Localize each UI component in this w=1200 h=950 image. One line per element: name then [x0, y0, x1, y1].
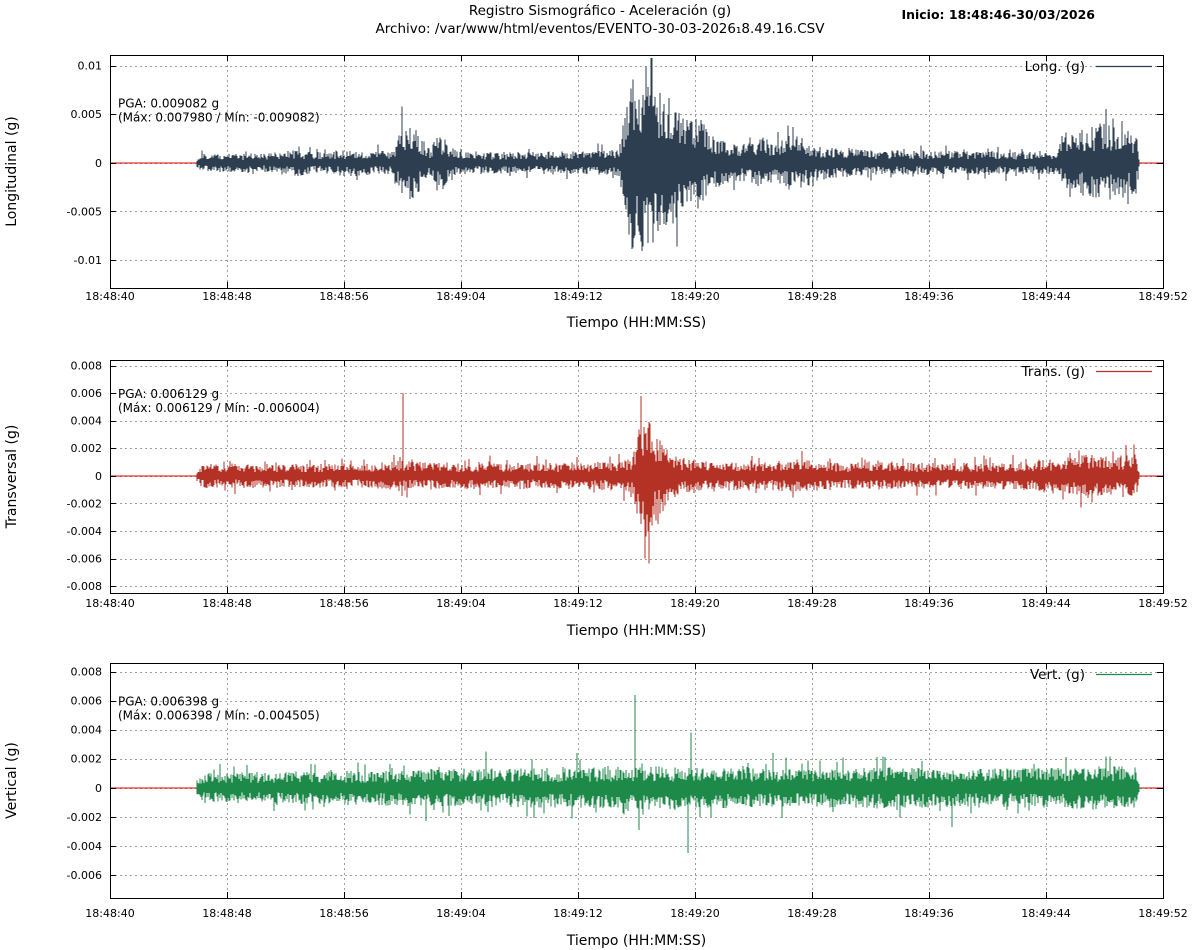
- x-tick-label: 18:49:20: [670, 290, 719, 303]
- waveform-trace: [196, 58, 1140, 249]
- legend-label: Long. (g): [1025, 59, 1085, 75]
- x-tick-label: 18:49:12: [553, 597, 602, 610]
- y-tick-label: 0.004: [71, 724, 103, 737]
- y-tick-label: -0.002: [67, 811, 102, 824]
- pga-annotation-line2: (Máx: 0.006129 / Mín: -0.006004): [118, 401, 320, 415]
- tick-marks: [110, 360, 1164, 593]
- x-tick-label: 18:48:48: [202, 290, 251, 303]
- y-tick-label: 0.008: [71, 666, 103, 679]
- legend-label: Trans. (g): [1021, 364, 1085, 380]
- y-tick-label: 0.008: [71, 360, 103, 373]
- x-tick-label: 18:49:04: [436, 290, 485, 303]
- waveform-spikes: [402, 393, 1082, 559]
- chart-header: Registro Sismográfico - Aceleración (g) …: [0, 0, 1200, 47]
- x-tick-label: 18:49:44: [1021, 907, 1070, 920]
- x-tick-label: 18:49:20: [670, 907, 719, 920]
- x-tick-label: 18:49:04: [436, 907, 485, 920]
- x-tick-label: 18:49:12: [553, 907, 602, 920]
- x-tick-label: 18:49:52: [1138, 597, 1187, 610]
- tick-marks: [110, 663, 1164, 898]
- y-axis-title: Transversal (g): [4, 425, 20, 530]
- x-tick-label: 18:49:52: [1138, 907, 1187, 920]
- y-tick-label: 0: [95, 470, 102, 483]
- y-tick-label: 0.002: [71, 753, 103, 766]
- x-axis-title: Tiempo (HH:MM:SS): [566, 623, 707, 639]
- x-tick-label: 18:49:44: [1021, 290, 1070, 303]
- y-tick-label: -0.01: [74, 254, 102, 267]
- y-tick-label: 0.005: [71, 108, 103, 121]
- x-tick-label: 18:49:12: [553, 290, 602, 303]
- y-tick-label: 0.004: [71, 415, 103, 428]
- waveform-trace: [196, 421, 1140, 564]
- plot-border: [110, 663, 1164, 899]
- x-tick-label: 18:48:48: [202, 907, 251, 920]
- x-tick-label: 18:48:48: [202, 597, 251, 610]
- tick-marks: [110, 55, 1164, 288]
- plot-vertical: 0.008 0.006 0.004 0.002 0 -0.002 -0.004 -0.006 1…: [4, 663, 1188, 949]
- pga-annotation-line1: PGA: 0.006398 g: [118, 695, 219, 709]
- y-tick-label: 0: [95, 782, 102, 795]
- waveform-trace: [196, 756, 1140, 819]
- y-tick-label: 0.006: [71, 387, 103, 400]
- y-tick-label: 0.002: [71, 442, 103, 455]
- y-tick-label: -0.004: [67, 525, 102, 538]
- pga-annotation-line2: (Máx: 0.006398 / Mín: -0.004505): [118, 709, 320, 723]
- x-tick-label: 18:48:40: [85, 907, 134, 920]
- x-tick-label: 18:49:04: [436, 597, 485, 610]
- x-axis-title: Tiempo (HH:MM:SS): [566, 933, 707, 949]
- x-tick-label: 18:49:36: [904, 907, 953, 920]
- plot-transversal: 0.008 0.006 0.004 0.002 0 -0.002 -0.004 -0.006 -…: [4, 360, 1188, 639]
- y-tick-label: -0.008: [67, 580, 102, 593]
- waveform-spikes: [425, 694, 953, 853]
- charts-container: 0.01 0.005 0 -0.005 -0.01 18:48:40 18:48:48 18:…: [0, 47, 1200, 950]
- x-tick-label: 18:49:36: [904, 290, 953, 303]
- y-axis-title: Vertical (g): [4, 742, 20, 819]
- y-tick-label: 0: [95, 157, 102, 170]
- x-tick-label: 18:49:52: [1138, 290, 1187, 303]
- x-tick-label: 18:49:28: [787, 907, 836, 920]
- y-tick-label: 0.01: [78, 60, 103, 73]
- waveform-spikes: [634, 87, 702, 252]
- pga-annotation-line1: PGA: 0.009082 g: [118, 97, 219, 111]
- x-tick-label: 18:49:20: [670, 597, 719, 610]
- x-tick-label: 18:49:44: [1021, 597, 1070, 610]
- plot-border: [110, 55, 1164, 289]
- x-axis-title: Tiempo (HH:MM:SS): [566, 315, 707, 331]
- x-tick-label: 18:49:28: [787, 290, 836, 303]
- y-tick-label: -0.006: [67, 869, 102, 882]
- x-tick-label: 18:48:40: [85, 597, 134, 610]
- y-tick-label: -0.005: [67, 205, 102, 218]
- y-tick-label: -0.002: [67, 497, 102, 510]
- x-tick-label: 18:48:40: [85, 290, 134, 303]
- x-tick-label: 18:49:28: [787, 597, 836, 610]
- pga-annotation-line1: PGA: 0.006129 g: [118, 387, 219, 401]
- chart-subtitle: Archivo: /var/www/html/eventos/EVENTO-30…: [375, 21, 825, 37]
- start-time-label: Inicio: 18:48:46-30/03/2026: [901, 7, 1095, 22]
- chart-title: Registro Sismográfico - Aceleración (g): [468, 3, 732, 19]
- pga-annotation-line2: (Máx: 0.007980 / Mín: -0.009082): [118, 111, 320, 125]
- legend-label: Vert. (g): [1030, 667, 1085, 683]
- y-tick-label: 0.006: [71, 695, 103, 708]
- y-tick-label: -0.004: [67, 840, 102, 853]
- x-tick-label: 18:48:56: [319, 597, 368, 610]
- x-tick-label: 18:49:36: [904, 597, 953, 610]
- x-tick-label: 18:48:56: [319, 290, 368, 303]
- plot-longitudinal: 0.01 0.005 0 -0.005 -0.01 18:48:40 18:48:48 18:…: [4, 55, 1188, 331]
- x-tick-label: 18:48:56: [319, 907, 368, 920]
- y-axis-title: Longitudinal (g): [4, 116, 20, 227]
- y-tick-label: -0.006: [67, 553, 102, 566]
